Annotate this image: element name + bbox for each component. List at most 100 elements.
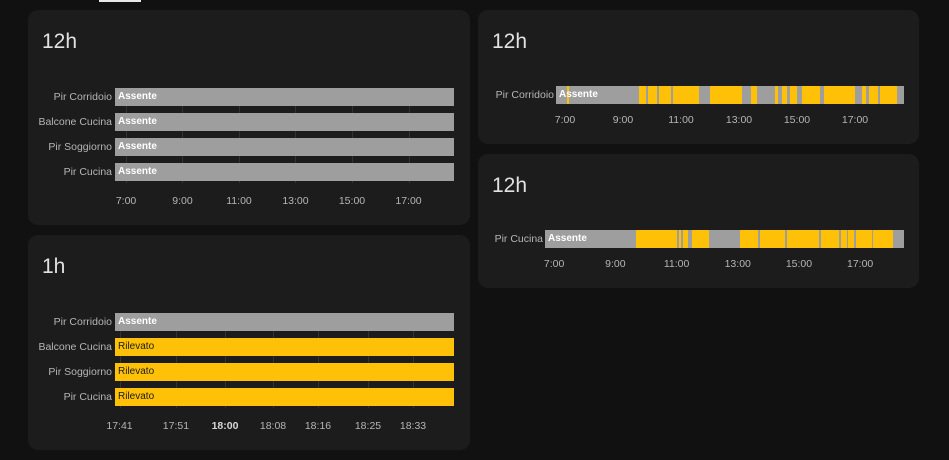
grid-line — [317, 313, 319, 408]
grid-line — [225, 313, 226, 408]
grid-line — [273, 313, 274, 408]
detected-segment[interactable] — [781, 86, 788, 104]
grid-line — [351, 88, 353, 183]
state-text: Assente — [548, 233, 587, 244]
axis-tick-label: 11:00 — [226, 195, 252, 207]
state-text: Assente — [118, 316, 157, 327]
card-title: 1h — [42, 255, 66, 278]
detected-segment[interactable] — [848, 230, 854, 248]
card-title: 12h — [42, 30, 78, 53]
detected-segment[interactable] — [775, 86, 778, 104]
grid-line — [367, 313, 369, 408]
row-label: Balcone Cucina — [38, 116, 112, 128]
axis-tick-label: 18:08 — [259, 420, 287, 432]
grid-line — [408, 88, 410, 183]
axis-tick-label: 7:00 — [554, 114, 576, 126]
axis-tick-label: 15:00 — [338, 195, 366, 207]
axis-tick-label: 11:00 — [668, 114, 694, 126]
detected-segment[interactable] — [659, 86, 671, 104]
row-label: Pir Cucina — [63, 166, 112, 178]
detected-segment[interactable] — [567, 86, 570, 104]
state-bar[interactable]: Assente — [115, 138, 454, 156]
detected-segment[interactable] — [678, 230, 682, 248]
detected-segment[interactable] — [787, 230, 819, 248]
grid-line — [413, 313, 414, 408]
detected-segment[interactable] — [750, 86, 757, 104]
history-card-12h-corridoio: 12h Pir Corridoio Assente 7:00 9:00 11:00 13:… — [478, 10, 919, 144]
axis-tick-label: 17:00 — [395, 195, 422, 207]
axis-tick-label: 17:51 — [162, 420, 190, 432]
row-label: Pir Corridoio — [495, 89, 554, 101]
axis-tick-label: 17:00 — [841, 114, 869, 126]
state-text: Assente — [118, 141, 157, 152]
active-tab-indicator — [99, 0, 141, 2]
row-label: Pir Soggiorno — [48, 366, 112, 378]
grid-line — [182, 88, 184, 183]
state-text: Assente — [118, 91, 157, 102]
detected-segment[interactable] — [683, 230, 688, 248]
card-title: 12h — [492, 30, 528, 53]
state-text: Assente — [118, 116, 157, 127]
detected-segment[interactable] — [739, 230, 758, 248]
detected-segment[interactable] — [873, 230, 894, 248]
axis-tick-label: 18:33 — [399, 420, 427, 432]
axis-tick-label: 13:00 — [724, 258, 751, 270]
detected-segment[interactable] — [672, 86, 699, 104]
axis-tick-label: 7:00 — [115, 195, 137, 207]
detected-segment[interactable] — [869, 86, 878, 104]
state-bar[interactable]: Assente — [115, 88, 454, 106]
axis-tick-label: 9:00 — [172, 195, 193, 207]
row-label: Pir Corridoio — [53, 91, 112, 103]
grid-line — [119, 313, 121, 408]
detected-segment[interactable] — [821, 230, 840, 248]
detected-segment[interactable] — [861, 86, 866, 104]
grid-line — [126, 88, 128, 183]
state-bar[interactable]: Assente — [115, 163, 454, 181]
axis-tick-label: 18:16 — [304, 420, 332, 432]
detected-segment[interactable] — [879, 86, 898, 104]
detected-segment[interactable] — [802, 86, 821, 104]
state-text: Assente — [118, 166, 157, 177]
state-bar[interactable]: Assente — [556, 86, 904, 104]
row-label: Pir Cucina — [494, 233, 543, 245]
detected-segment[interactable] — [647, 86, 657, 104]
axis-tick-label: 9:00 — [612, 114, 634, 126]
history-card-12h-all: 12h Pir Corridoio Assente Balcone Cucina As… — [28, 10, 470, 225]
grid-line — [295, 88, 297, 183]
detected-segment[interactable] — [760, 230, 785, 248]
detected-segment[interactable] — [789, 86, 798, 104]
state-bar[interactable]: Assente — [545, 230, 904, 248]
state-text: Rilevato — [118, 391, 155, 402]
history-card-1h-all: 1h Pir Corridoio Assente Balcone Cucina Ril… — [28, 235, 470, 450]
row-label: Pir Soggiorno — [48, 141, 112, 153]
state-bar[interactable]: Assente — [115, 113, 454, 131]
detected-segment[interactable] — [710, 86, 743, 104]
state-bar[interactable]: Rilevato — [115, 363, 454, 381]
axis-tick-label: 13:00 — [282, 195, 309, 207]
row-label: Pir Cucina — [63, 391, 112, 403]
card-title: 12h — [492, 174, 528, 197]
axis-tick-label: 18:00 — [211, 420, 239, 432]
detected-segment[interactable] — [692, 230, 710, 248]
state-bar[interactable]: Rilevato — [115, 388, 454, 406]
axis-tick-label: 18:25 — [354, 420, 382, 432]
row-label: Balcone Cucina — [38, 341, 112, 353]
detected-segment[interactable] — [635, 230, 678, 248]
grid-line — [175, 313, 177, 408]
axis-tick-label: 15:00 — [785, 258, 813, 270]
axis-tick-label: 17:41 — [106, 420, 133, 432]
detected-segment[interactable] — [823, 86, 856, 104]
state-text: Assente — [559, 89, 598, 100]
state-bar[interactable]: Rilevato — [115, 338, 454, 356]
state-text: Rilevato — [118, 341, 155, 352]
grid-line — [239, 88, 240, 183]
history-card-12h-cucina: 12h Pir Cucina Assente 7:00 9:00 11:00 13:00 1… — [478, 154, 919, 288]
row-label: Pir Corridoio — [53, 316, 112, 328]
detected-segment[interactable] — [638, 86, 647, 104]
axis-tick-label: 7:00 — [543, 258, 565, 270]
state-bar[interactable]: Assente — [115, 313, 454, 331]
state-text: Rilevato — [118, 366, 155, 377]
detected-segment[interactable] — [841, 230, 847, 248]
axis-tick-label: 9:00 — [605, 258, 626, 270]
detected-segment[interactable] — [855, 230, 872, 248]
